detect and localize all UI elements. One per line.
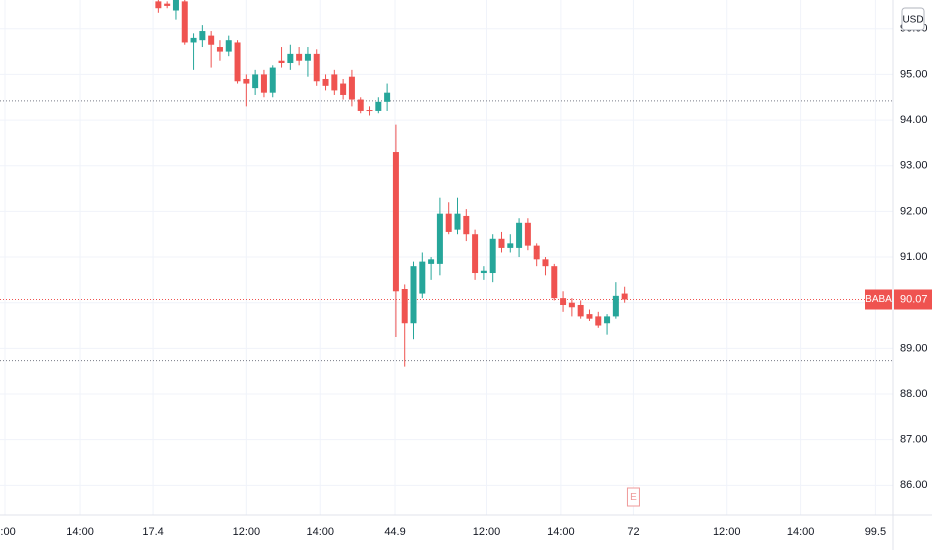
candle-body (278, 60, 285, 64)
currency-box[interactable] (901, 7, 925, 31)
candle-body (595, 316, 602, 326)
grid (0, 0, 893, 515)
x-tick-label: 17.4 (142, 526, 163, 538)
candle-body (454, 213, 461, 230)
x-tick-label: 2:00 (0, 526, 16, 538)
y-tick-label: 94.00 (900, 114, 928, 126)
plot-area (0, 0, 893, 367)
candle-body (366, 110, 373, 112)
x-tick-label: 12:00 (233, 526, 261, 538)
y-tick-label: 93.00 (900, 160, 928, 172)
x-tick-label: 12:00 (713, 526, 741, 538)
x-tick-label: 99.5 (865, 526, 886, 538)
candle-body (181, 1, 188, 43)
candle-body (498, 238, 505, 248)
candle-body (252, 74, 259, 89)
candle-body (234, 42, 241, 82)
candle-body (392, 152, 399, 292)
candle-body (287, 53, 294, 64)
y-tick-label: 92.00 (900, 205, 928, 217)
y-tick-label: 95.00 (900, 68, 928, 80)
candle-body (384, 92, 391, 102)
candle-body (524, 222, 531, 246)
candle-body (357, 99, 364, 111)
last-price-label: 90.07 (900, 293, 928, 305)
x-tick-label: 12:00 (473, 526, 501, 538)
candle-body (155, 1, 162, 9)
axes: 86.0087.0088.0089.0090.0091.0092.0093.00… (0, 23, 928, 538)
candle-body (586, 314, 593, 319)
candle-body (516, 222, 523, 248)
candle-body (296, 53, 303, 61)
x-tick-label: 44.9 (384, 526, 405, 538)
candle-body (199, 31, 206, 41)
candle-body (507, 243, 514, 248)
event-marker[interactable]: E (630, 492, 637, 503)
candle-body (577, 304, 584, 317)
candle-body (375, 101, 382, 111)
x-tick-label: 14:00 (306, 526, 334, 538)
candle-body (568, 302, 575, 308)
candle-body (480, 270, 487, 274)
candle-body (322, 78, 329, 86)
candle-body (243, 78, 250, 84)
candle-body (428, 259, 435, 264)
y-tick-label: 88.00 (900, 388, 928, 400)
candle-body (445, 213, 452, 232)
symbol-label: BABA (865, 294, 892, 305)
candle-body (348, 76, 355, 100)
x-tick-label: 14:00 (547, 526, 575, 538)
candle-body (225, 40, 232, 52)
symbol-tag (865, 289, 892, 310)
candle-body (410, 266, 417, 324)
y-tick-label: 86.00 (900, 479, 928, 491)
candle-body (419, 261, 426, 294)
x-tick-label: 14:00 (787, 526, 815, 538)
candle-body (164, 3, 171, 6)
candle-body (533, 245, 540, 260)
candle-body (216, 47, 223, 52)
x-tick-label: 14:00 (66, 526, 94, 538)
y-tick-label: 87.00 (900, 434, 928, 446)
candle-body (436, 213, 443, 264)
candle-body (401, 289, 408, 324)
candle-body (269, 67, 276, 93)
event-marker-box (626, 487, 640, 507)
candle-body (542, 259, 549, 267)
candle-body (472, 234, 479, 274)
candle-body (172, 0, 179, 11)
last-price-tag (894, 289, 932, 310)
candle-body (260, 74, 267, 93)
candle-body (560, 298, 567, 305)
candle-body (463, 215, 470, 235)
candle-body (331, 74, 338, 91)
candle-body (190, 37, 197, 43)
candle-body (489, 238, 496, 274)
candle-body (621, 293, 628, 300)
candle-body (208, 35, 215, 45)
y-tick-label: 89.00 (900, 342, 928, 354)
candle-body (604, 316, 611, 324)
y-tick-label: 91.00 (900, 251, 928, 263)
candle-body (551, 266, 558, 299)
candle-body (340, 83, 347, 95)
candle-body (304, 53, 311, 61)
currency[interactable]: USD (902, 15, 923, 26)
candle-body (313, 53, 320, 82)
x-tick-label: 72 (627, 526, 639, 538)
candle-body (612, 295, 619, 317)
